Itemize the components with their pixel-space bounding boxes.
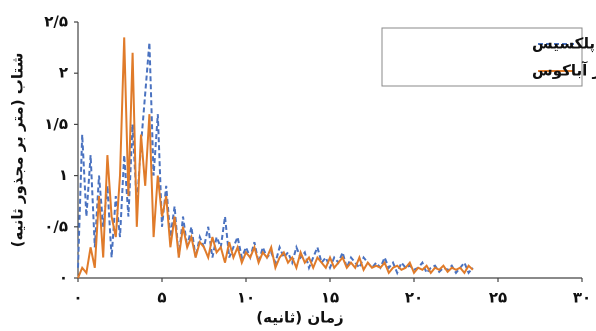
x-tick-label: ۱۰ — [237, 289, 255, 307]
x-axis-label: زمان (ثانیه) — [256, 309, 343, 327]
x-tick-label: ۵ — [157, 289, 166, 307]
legend-label: نرم‌افزار آباکوس — [532, 62, 596, 80]
y-tick-label: ۲/۵ — [44, 13, 68, 31]
y-tick-label: ۱ — [59, 166, 68, 184]
y-tick-label: ۰/۵ — [44, 217, 68, 235]
y-tick-label: ۱/۵ — [44, 115, 68, 133]
x-tick-label: ۳۰ — [573, 289, 591, 307]
data-line — [77, 37, 474, 279]
y-axis-label: شتاب (متر بر مجذور ثانیه) — [9, 53, 27, 248]
data-line — [77, 42, 474, 276]
legend-box — [381, 27, 583, 87]
y-tick-label: ۰ — [59, 269, 68, 287]
x-tick-label: ۲۰ — [405, 289, 423, 307]
legend-label: نرم‌افزار پلکسیس — [532, 35, 596, 54]
y-tick-label: ۲ — [59, 64, 68, 82]
x-tick-label: ۲۵ — [489, 289, 507, 307]
x-tick-label: ۱۵ — [321, 289, 339, 307]
x-tick-label: ۰ — [73, 289, 82, 307]
